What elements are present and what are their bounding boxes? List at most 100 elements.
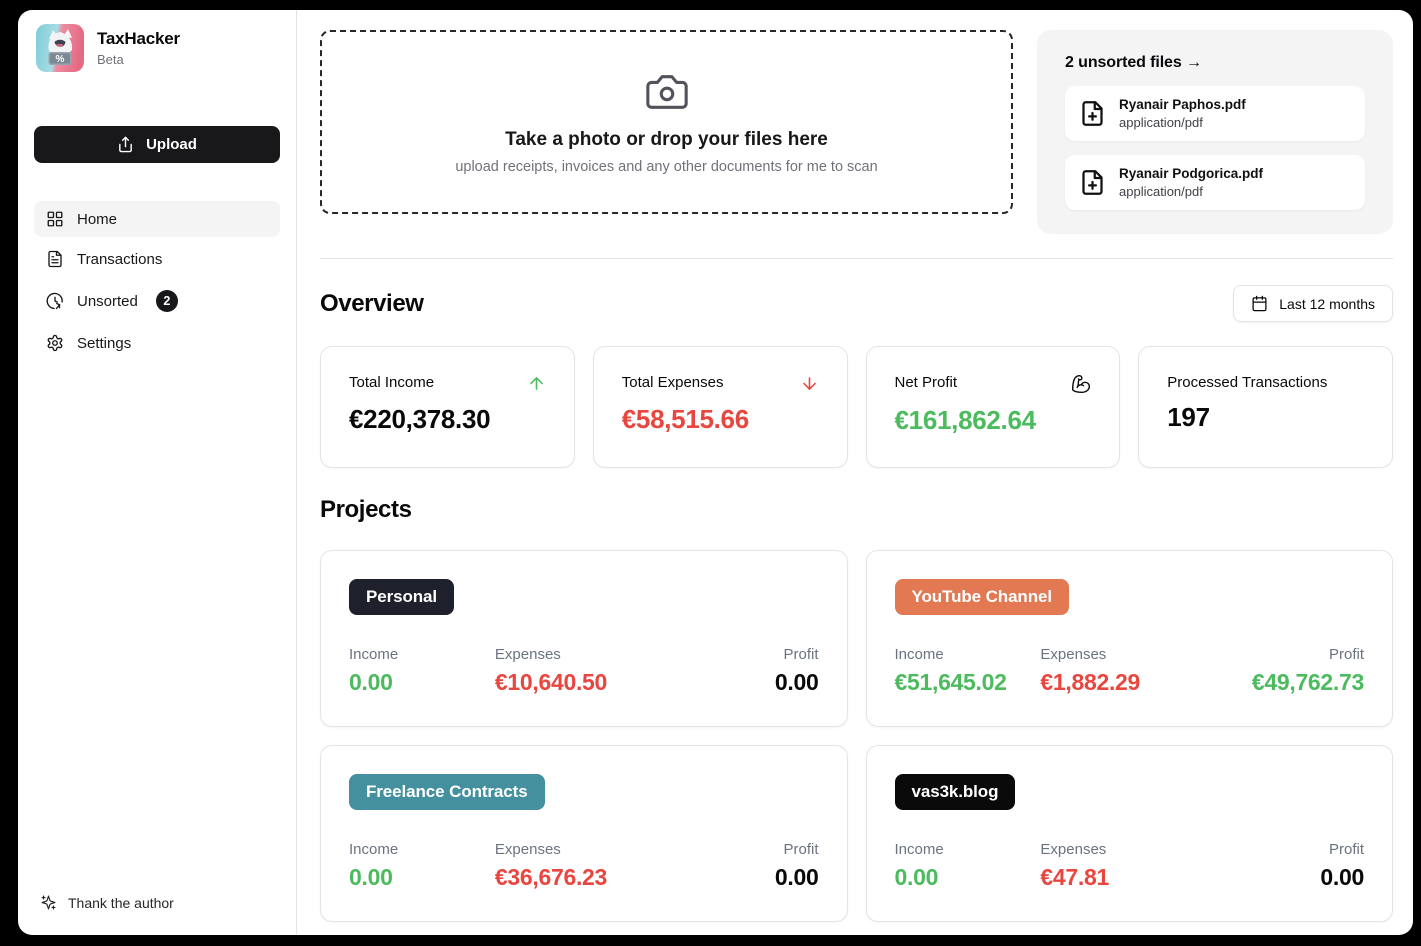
arrow-down-icon [802, 377, 816, 390]
profit-value: 0.00 [774, 864, 819, 890]
file-text-icon [48, 250, 62, 268]
profit-value: €49,762.73 [1251, 669, 1364, 695]
dropzone-title: Take a photo or drop your files here [505, 129, 828, 150]
income-value: €51,645.02 [894, 669, 1007, 695]
section-divider [320, 258, 1393, 259]
sidebar-item-home[interactable]: Home [34, 201, 280, 237]
file-plus-icon [1082, 101, 1103, 126]
project-card-youtube-channel[interactable]: YouTube Channel Income €51,645.02 Expens… [865, 550, 1393, 727]
sidebar-item-label: Transactions [77, 250, 163, 268]
income-label: Income [349, 646, 399, 663]
file-info: Ryanair Paphos.pdf application/pdf [1119, 97, 1246, 130]
projects-header: Projects [320, 496, 1393, 524]
dropzone-subtitle: upload receipts, invoices and any other … [455, 159, 878, 175]
period-selector-button[interactable]: Last 12 months [1233, 285, 1393, 322]
stat-value: €58,515.66 [621, 404, 749, 434]
profit-value: 0.00 [774, 669, 819, 695]
upload-icon [119, 136, 132, 153]
overview-header: Overview Last 12 months [320, 285, 1393, 322]
expenses-label: Expenses [494, 646, 561, 663]
app-logo: % [36, 24, 84, 72]
project-card-personal[interactable]: Personal Income 0.00 Expenses €10,640.50… [320, 550, 848, 727]
file-info: Ryanair Podgorica.pdf application/pdf [1119, 166, 1263, 199]
biceps-icon [1072, 374, 1091, 394]
income-value: 0.00 [894, 864, 939, 890]
stat-card-total-income: Total Income €220,378.30 [320, 346, 575, 468]
camera-icon [645, 75, 688, 109]
project-card-vas3k-blog[interactable]: vas3k.blog Income 0.00 Expenses €47.81 P… [865, 745, 1393, 922]
profit-label: Profit [1328, 841, 1364, 858]
thank-the-author-link[interactable]: Thank the author [34, 894, 280, 911]
project-badge: vas3k.blog [894, 774, 1016, 810]
sidebar-item-settings[interactable]: Settings [34, 325, 280, 361]
thank-the-author-label: Thank the author [68, 894, 174, 911]
stat-label: Net Profit [894, 374, 958, 391]
app-subtitle: Beta [97, 52, 124, 67]
file-mime: application/pdf [1119, 115, 1203, 130]
stat-label: Processed Transactions [1167, 374, 1328, 391]
upload-row: Take a photo or drop your files here upl… [320, 30, 1393, 234]
file-list-item[interactable]: Ryanair Podgorica.pdf application/pdf [1065, 155, 1365, 210]
stat-label: Total Income [349, 374, 435, 391]
layout-grid-icon [47, 211, 63, 227]
unsorted-files-panel: 2 unsorted files → Ryanair Paphos.pdf ap… [1037, 30, 1393, 234]
stat-label: Total Expenses [621, 374, 724, 391]
projects-title: Projects [320, 496, 412, 523]
profit-label: Profit [783, 646, 819, 663]
stat-card-processed-transactions: Processed Transactions 197 [1138, 346, 1393, 468]
profit-label: Profit [783, 841, 819, 858]
app-header: % TaxHacker Beta [34, 24, 280, 72]
sparkles-icon [41, 895, 56, 910]
gear-icon [47, 334, 63, 352]
file-name: Ryanair Paphos.pdf [1119, 97, 1246, 112]
profit-value: 0.00 [1320, 864, 1364, 890]
profit-label: Profit [1328, 646, 1364, 663]
sidebar-item-transactions[interactable]: Transactions [34, 241, 280, 277]
app-title-block: TaxHacker Beta [97, 29, 180, 67]
expenses-value: €10,640.50 [494, 669, 608, 695]
overview-stats: Total Income €220,378.30 Total Expenses … [320, 346, 1393, 468]
expenses-value: €36,676.23 [494, 864, 608, 890]
period-selector-label: Last 12 months [1279, 295, 1375, 312]
expenses-value: €47.81 [1040, 864, 1109, 890]
svg-text:%: % [56, 54, 65, 65]
expenses-label: Expenses [494, 841, 561, 858]
projects-grid: Personal Income 0.00 Expenses €10,640.50… [320, 550, 1393, 922]
file-list-item[interactable]: Ryanair Paphos.pdf application/pdf [1065, 86, 1365, 141]
sidebar-item-label: Unsorted [77, 292, 138, 310]
arrow-up-icon [529, 377, 543, 390]
file-mime: application/pdf [1119, 184, 1203, 199]
project-badge: Freelance Contracts [349, 774, 545, 810]
expenses-label: Expenses [1040, 646, 1107, 663]
clock-arrow-icon [46, 292, 63, 310]
file-name: Ryanair Podgorica.pdf [1119, 166, 1264, 181]
stat-card-net-profit: Net Profit €161,862.64 [865, 346, 1121, 468]
income-label: Income [894, 841, 944, 858]
unsorted-files-link[interactable]: 2 unsorted files → [1065, 54, 1202, 71]
file-plus-icon [1082, 170, 1103, 195]
main-content: Take a photo or drop your files here upl… [297, 10, 1413, 935]
upload-button[interactable]: Upload [34, 126, 280, 163]
sidebar: % TaxHacker Beta Upload Home [18, 10, 297, 935]
taxhacker-logo-icon: % [36, 24, 84, 72]
sidebar-item-label: Settings [77, 334, 132, 352]
unsorted-count-badge: 2 [155, 290, 178, 312]
income-value: 0.00 [349, 669, 393, 695]
overview-title: Overview [320, 289, 424, 317]
upload-button-label: Upload [146, 136, 197, 153]
stat-value: €161,862.64 [894, 405, 1037, 435]
app-title: TaxHacker [97, 29, 180, 48]
expenses-label: Expenses [1040, 841, 1107, 858]
project-badge: YouTube Channel [894, 579, 1069, 615]
income-label: Income [349, 841, 399, 858]
project-card-freelance-contracts[interactable]: Freelance Contracts Income 0.00 Expenses… [320, 745, 848, 922]
calendar-icon [1252, 295, 1267, 312]
income-label: Income [894, 646, 944, 663]
expenses-value: €1,882.29 [1040, 669, 1141, 695]
file-dropzone[interactable]: Take a photo or drop your files here upl… [320, 30, 1013, 214]
stat-value: €220,378.30 [349, 404, 491, 434]
sidebar-nav: Home Transactions Unsorted 2 [34, 201, 280, 361]
stat-card-total-expenses: Total Expenses €58,515.66 [592, 346, 848, 468]
sidebar-item-unsorted[interactable]: Unsorted 2 [34, 281, 280, 321]
income-value: 0.00 [349, 864, 393, 890]
